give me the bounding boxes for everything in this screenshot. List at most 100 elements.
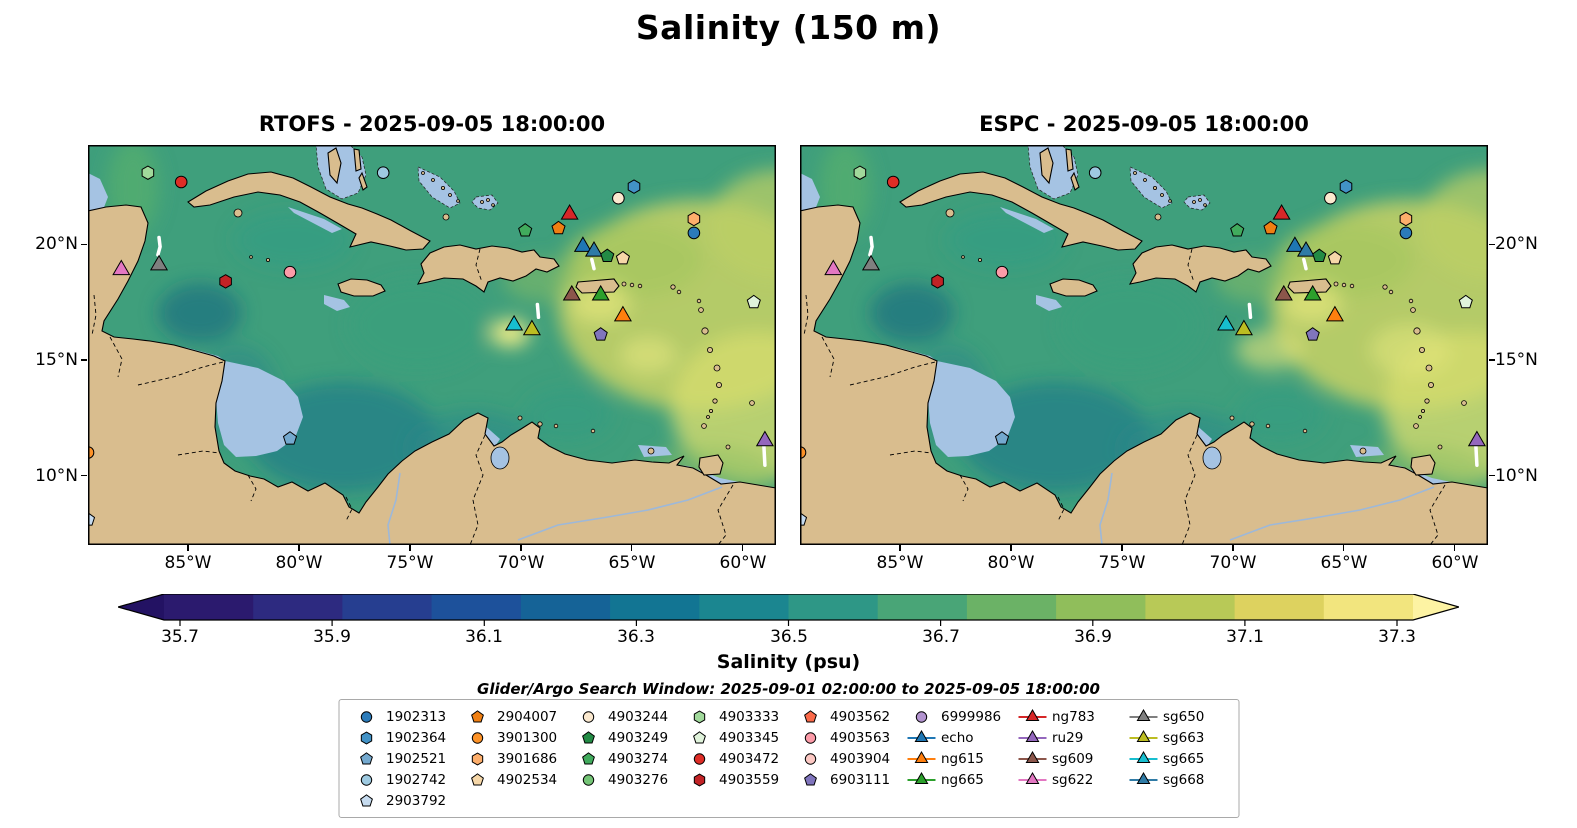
- landmass: [187, 171, 431, 251]
- legend-item-label: 3901686: [497, 750, 558, 767]
- colorbar-tick-label: 36.1: [465, 627, 503, 647]
- search-window-text: Glider/Argo Search Window: 2025-09-01 02…: [477, 680, 1100, 698]
- colorbar-tick-label: 36.7: [922, 627, 960, 647]
- tick-mark: [1232, 545, 1234, 551]
- legend-marker-icon: [907, 771, 935, 784]
- platform-marker-sg668: [1296, 240, 1316, 257]
- platform-marker-4903244: [1324, 191, 1337, 205]
- legend-marker-icon: [804, 752, 816, 765]
- platform-marker-3901686: [1399, 211, 1413, 227]
- map-rtofs: [88, 145, 776, 545]
- legend-item: 3901300: [462, 727, 560, 748]
- legend-item: sg663: [1128, 727, 1226, 748]
- subplot-title-rtofs: RTOFS - 2025-09-05 18:00:00: [258, 112, 606, 136]
- legend-item: 4903563: [795, 727, 893, 748]
- y-tick-label: 20°N: [1495, 234, 1538, 254]
- tick-mark: [1342, 545, 1345, 551]
- lake-maracaibo: [1202, 446, 1222, 470]
- platform-marker-sg609: [562, 284, 581, 301]
- legend-item-label: sg609: [1052, 750, 1094, 767]
- platform-marker-4902534: [615, 250, 630, 265]
- platform-marker-4903333: [141, 165, 155, 180]
- platform-marker-4903563: [995, 265, 1009, 279]
- legend-marker-icon: [804, 731, 816, 744]
- legend-item-label: 1902364: [386, 729, 447, 746]
- tick-mark: [1489, 474, 1495, 477]
- legend-column: 4903244 4903249 4903274 4903276: [573, 706, 671, 811]
- platform-marker-4902534: [1327, 250, 1342, 265]
- legend-column: ng783 ru29 sg609 sg622: [1017, 706, 1115, 811]
- y-tick-label: 10°N: [1495, 466, 1538, 486]
- legend-marker-icon: [471, 751, 483, 766]
- legend-marker-icon: [1018, 708, 1046, 721]
- landmass: [353, 148, 362, 172]
- landmass: [1065, 148, 1074, 172]
- legend-item-label: 4903345: [719, 729, 780, 746]
- glider-track: [1247, 302, 1253, 320]
- legend-column: 4903333 4903345 4903472 4903559: [684, 706, 782, 811]
- legend-marker-icon: [693, 772, 705, 787]
- landmass: [1070, 171, 1080, 191]
- glider-track: [156, 235, 162, 257]
- platform-marker-4903274: [1230, 223, 1245, 237]
- legend-item-label: sg668: [1163, 771, 1205, 788]
- map-panel-espc: [800, 145, 1488, 545]
- legend-marker-icon: [915, 710, 927, 723]
- legend-item: 6903111: [795, 769, 893, 790]
- colorbar-tick-label: 36.9: [1074, 627, 1112, 647]
- legend-column: 1902313 1902364 1902521 1902742 2903792: [351, 706, 449, 811]
- platform-marker-1902742: [376, 166, 390, 180]
- platform-marker-sg622: [824, 259, 843, 276]
- x-tick-label: 75°W: [386, 553, 434, 573]
- platform-marker-4903249: [1312, 248, 1327, 263]
- legend-item-label: 3901300: [497, 729, 558, 746]
- platform-marker-sg668: [584, 240, 604, 257]
- legend-item-label: 1902313: [386, 708, 447, 725]
- x-tick-label: 75°W: [1098, 553, 1146, 573]
- platform-marker-sg650: [149, 254, 169, 271]
- x-tick-label: 80°W: [987, 553, 1035, 573]
- platform-marker-sg663: [1234, 319, 1253, 336]
- landmass: [88, 204, 776, 545]
- tick-mark: [1010, 545, 1012, 551]
- glider-track: [868, 235, 874, 257]
- platform-marker-1902364: [627, 179, 641, 194]
- legend-item-label: sg665: [1163, 750, 1205, 767]
- platform-marker-4903249: [600, 248, 615, 263]
- legend-item: ru29: [1017, 727, 1115, 748]
- platform-marker-4903472: [886, 175, 900, 189]
- platform-marker-sg650: [861, 254, 881, 271]
- legend-item: 4903333: [684, 706, 782, 727]
- legend-marker-icon: [582, 773, 594, 786]
- legend-column: 4903562 4903563 4903904 6903111: [795, 706, 893, 811]
- legend-item-label: 2903792: [386, 792, 447, 809]
- legend-item: 4903274: [573, 748, 671, 769]
- landmass: [698, 454, 724, 476]
- legend-item: 4903904: [795, 748, 893, 769]
- platform-marker-1902313: [1399, 226, 1413, 240]
- landmass: [575, 278, 620, 294]
- tick-mark: [1121, 545, 1123, 551]
- colorbar-svg: [115, 593, 1462, 626]
- glider-track: [535, 302, 541, 320]
- legend-marker-icon: [360, 773, 372, 786]
- legend-item-label: 4903333: [719, 708, 780, 725]
- legend-item: 1902742: [351, 769, 449, 790]
- y-tick-label: 15°N: [35, 350, 78, 370]
- y-tick-label: 20°N: [35, 234, 78, 254]
- legend-marker-icon: [360, 710, 372, 723]
- platform-marker-4903333: [853, 165, 867, 180]
- legend-item-label: 4903472: [719, 750, 780, 767]
- legend-item: 1902521: [351, 748, 449, 769]
- legend-item: sg650: [1128, 706, 1226, 727]
- legend-item-label: 4903904: [830, 750, 891, 767]
- legend-item: 4903345: [684, 727, 782, 748]
- legend-item: 1902364: [351, 727, 449, 748]
- legend-item: 4903559: [684, 769, 782, 790]
- legend-item-label: sg650: [1163, 708, 1205, 725]
- legend-marker-icon: [360, 730, 372, 745]
- legend-marker-icon: [470, 772, 484, 785]
- legend-column: sg650 sg663 sg665 sg668: [1128, 706, 1226, 811]
- landmass: [1410, 454, 1436, 476]
- legend-marker-icon: [1129, 750, 1157, 763]
